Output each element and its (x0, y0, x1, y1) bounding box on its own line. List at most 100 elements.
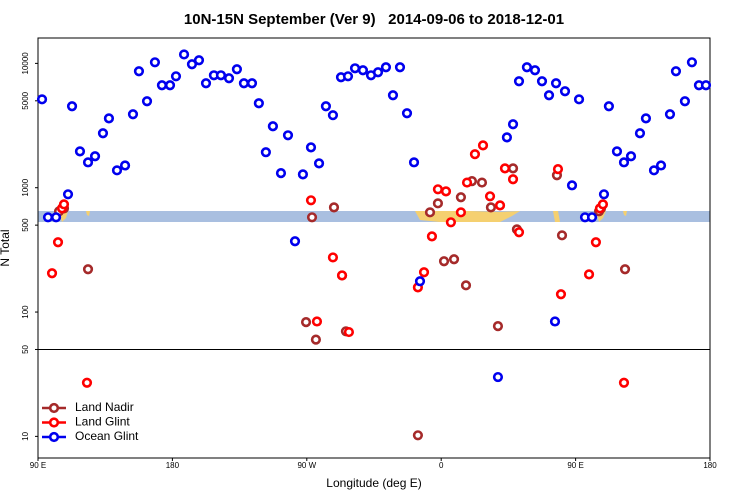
point (611, 146, 623, 157)
point (494, 200, 506, 211)
point (231, 64, 243, 75)
legend-symbol (48, 431, 60, 443)
point (640, 113, 652, 124)
x-tick-label: 90 E (567, 461, 583, 470)
point (89, 151, 101, 162)
point (357, 65, 369, 76)
point (700, 80, 712, 91)
point (550, 78, 562, 89)
point (432, 198, 444, 209)
point (320, 101, 332, 112)
point (445, 217, 457, 228)
point (141, 96, 153, 107)
point (507, 119, 519, 130)
point (461, 177, 473, 188)
point (313, 158, 325, 169)
point (305, 195, 317, 206)
point (394, 62, 406, 73)
point (42, 212, 54, 223)
point (476, 177, 488, 188)
point (186, 59, 198, 70)
point (664, 109, 676, 120)
point (583, 269, 595, 280)
legend-symbol (48, 417, 60, 428)
point (418, 267, 430, 278)
x-tick-label: 0 (439, 461, 444, 470)
point (469, 149, 481, 160)
point (426, 231, 438, 242)
point (246, 78, 258, 89)
plot-frame (37, 37, 711, 459)
point (619, 264, 631, 275)
point (597, 199, 609, 210)
x-tick-label: 90 E (30, 461, 46, 470)
point (448, 254, 460, 265)
point (679, 96, 691, 107)
point (492, 321, 504, 332)
point (66, 101, 78, 112)
point (590, 237, 602, 248)
point (289, 236, 301, 247)
point (549, 316, 561, 327)
point (164, 80, 176, 91)
point (253, 98, 264, 109)
point (62, 189, 74, 200)
point (586, 212, 598, 223)
land-shape (623, 211, 627, 216)
point (513, 227, 525, 238)
point (387, 90, 399, 101)
point (573, 94, 585, 105)
point (133, 66, 145, 77)
x-tick-label: 90 W (297, 461, 316, 470)
land-shape (415, 211, 520, 222)
point (555, 289, 567, 300)
point (156, 80, 168, 91)
point (74, 146, 86, 157)
point (82, 264, 94, 275)
point (36, 94, 48, 105)
point (260, 147, 271, 158)
legend-label: Land Glint (75, 415, 130, 429)
point (501, 132, 513, 143)
point (97, 128, 109, 139)
point (686, 57, 698, 68)
point (507, 163, 519, 174)
point (412, 430, 424, 441)
land-shape (86, 211, 90, 216)
point (327, 252, 339, 263)
point (327, 110, 339, 121)
point (81, 377, 93, 388)
legend-label: Land Nadir (75, 400, 134, 414)
point (343, 326, 355, 338)
point (223, 73, 235, 84)
land-shape (553, 211, 560, 222)
point (414, 276, 426, 287)
point (424, 207, 436, 218)
point (513, 76, 525, 87)
point (529, 65, 541, 76)
point (536, 76, 548, 87)
point (432, 184, 444, 195)
point (127, 109, 139, 120)
point (372, 67, 384, 78)
point (618, 377, 630, 388)
point (401, 108, 413, 119)
point (543, 90, 555, 101)
point (149, 57, 161, 68)
y-tick-label: 100 (21, 305, 30, 319)
point (460, 280, 472, 291)
point (306, 212, 318, 223)
point (634, 128, 646, 139)
point (238, 78, 250, 89)
point (499, 163, 511, 174)
point (484, 191, 496, 202)
point (46, 268, 58, 279)
point (119, 160, 131, 171)
y-tick-label: 500 (21, 218, 30, 232)
point (440, 186, 452, 197)
point (52, 237, 64, 248)
x-axis-title: Longitude (deg E) (326, 476, 421, 490)
point (311, 316, 323, 327)
point (297, 169, 309, 180)
